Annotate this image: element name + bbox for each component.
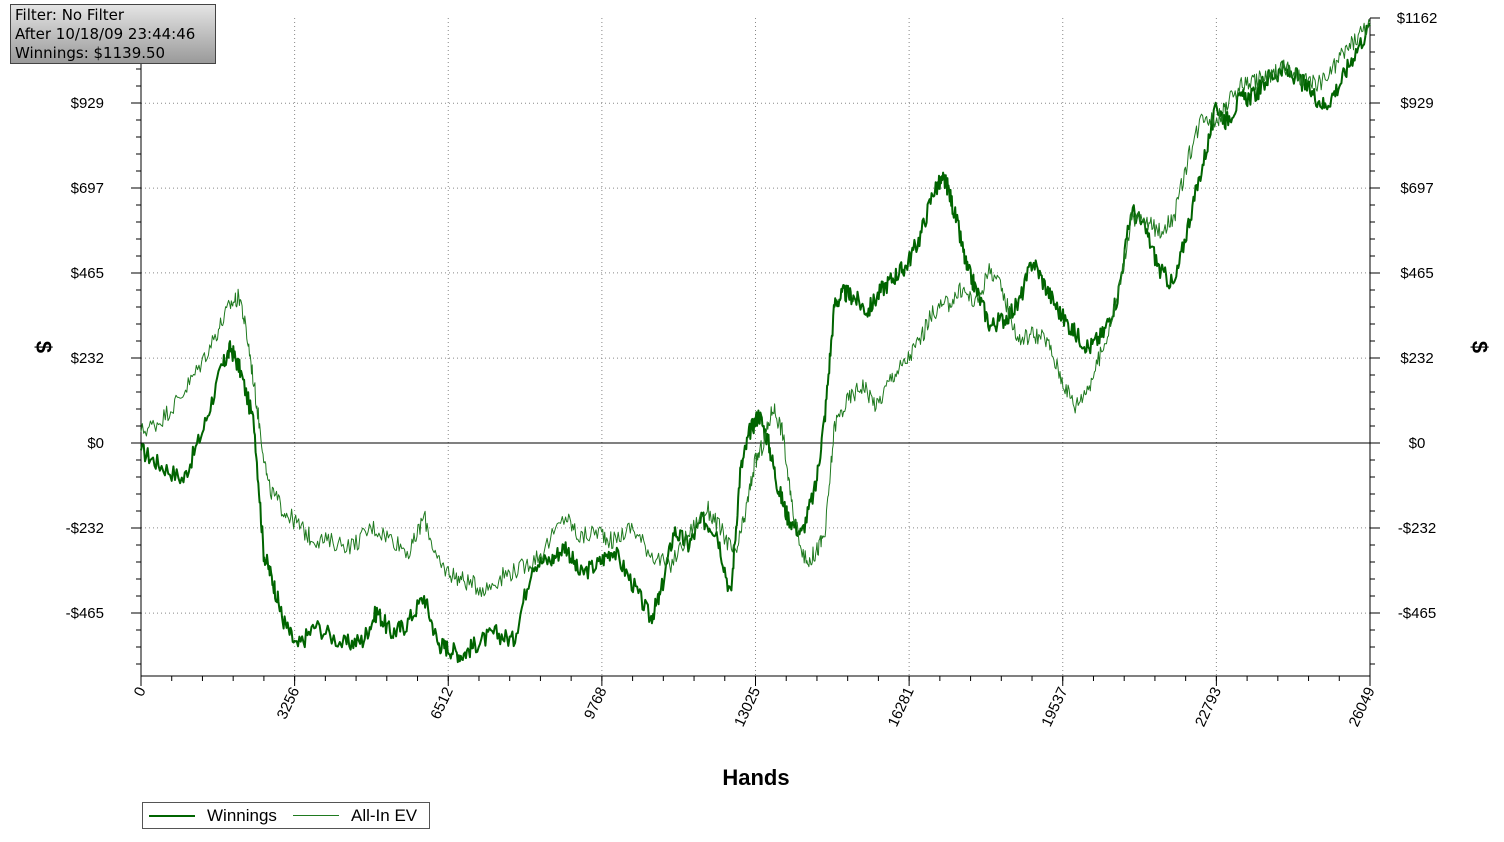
y-tick-label-right: $465 [1400, 265, 1433, 282]
x-tick-label: 13025 [731, 685, 764, 730]
x-tick-label: 6512 [427, 685, 457, 722]
series-allin-ev-line [140, 19, 1371, 597]
y-tick-label-left: $465 [71, 265, 104, 282]
after-date-text: After 10/18/09 23:44:46 [15, 25, 196, 43]
x-tick-labels: 0 3256 6512 9768 13025 16281 19537 22793 26049 [131, 685, 1379, 730]
y-axis-title-left: $ [31, 341, 56, 353]
y-tick-label-right: -$232 [1398, 520, 1436, 537]
legend-item-winnings: Winnings [149, 803, 277, 828]
info-box: Filter: No Filter After 10/18/09 23:44:4… [10, 4, 216, 64]
legend-label-allin-ev: All-In EV [351, 805, 418, 825]
y-tick-label-right: $232 [1400, 350, 1433, 367]
y-tick-labels-left: $1162$929$697$465$232$0-$232-$465 [63, 10, 104, 622]
y-tick-label-right: $0 [1409, 435, 1426, 452]
y-tick-label-right: $1162 [1397, 10, 1438, 27]
y-tick-label-left: -$232 [66, 520, 104, 537]
y-tick-label-left: $0 [87, 435, 104, 452]
x-tick-label: 22793 [1192, 685, 1225, 730]
x-tick-label: 26049 [1346, 685, 1379, 730]
winnings-text: Winnings: $1139.50 [15, 44, 166, 62]
legend: Winnings All-In EV [142, 802, 430, 829]
y-tick-label-right: $697 [1400, 180, 1433, 197]
x-tick-label: 19537 [1038, 685, 1071, 730]
legend-swatch-winnings [149, 814, 195, 817]
y-tick-label-left: $697 [71, 180, 104, 197]
legend-item-allin-ev: All-In EV [293, 803, 417, 828]
filter-text: Filter: No Filter [15, 6, 125, 24]
series-lines [140, 19, 1371, 664]
tick-marks [131, 17, 1380, 686]
x-tick-label: 0 [131, 685, 150, 700]
series-winnings-line [140, 22, 1371, 664]
grid-lines [141, 18, 1370, 676]
x-tick-label: 9768 [581, 685, 611, 722]
x-tick-label: 3256 [274, 685, 304, 722]
y-tick-label-right: $929 [1400, 95, 1433, 112]
y-tick-label-right: -$465 [1398, 605, 1436, 622]
legend-label-winnings: Winnings [207, 805, 277, 825]
legend-swatch-allin-ev [293, 815, 339, 816]
y-tick-label-left: -$465 [66, 605, 104, 622]
y-axis-title-right: $ [1467, 341, 1492, 353]
y-tick-label-left: $929 [71, 95, 104, 112]
x-tick-label: 16281 [885, 685, 918, 730]
x-axis-title: Hands [722, 765, 789, 790]
y-tick-label-left: $232 [71, 350, 104, 367]
y-tick-labels-right: $1162 $929 $697 $465 $232 $0 -$232 -$465 [1397, 10, 1438, 622]
